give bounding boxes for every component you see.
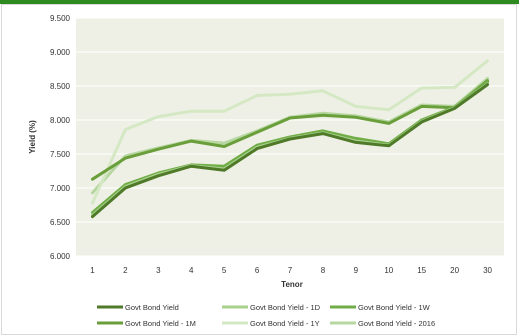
data-point	[124, 128, 127, 131]
data-point	[157, 148, 160, 151]
x-tick-label: 15	[417, 266, 426, 275]
legend-label-4: Govt Bond Yield - 1Y	[250, 319, 320, 328]
x-axis-title: Tenor	[281, 280, 303, 289]
y-tick-label: 7.500	[50, 150, 71, 159]
x-tick-label: 20	[450, 266, 459, 275]
data-point	[420, 86, 423, 90]
legend-label-5: Govt Bond Yield - 2016	[358, 319, 435, 328]
data-point	[486, 59, 489, 63]
data-point	[91, 201, 94, 205]
data-point	[255, 131, 259, 134]
data-point	[420, 105, 423, 108]
x-tick-label: 6	[255, 266, 260, 275]
legend: Govt Bond Yield Govt Bond Yield - 1D Govt …	[97, 303, 435, 328]
legend-label-3: Govt Bond Yield - 1M	[125, 319, 196, 328]
data-point	[222, 109, 226, 113]
x-tick-label: 30	[483, 266, 492, 275]
data-point	[486, 80, 489, 84]
data-point	[190, 165, 193, 168]
data-point	[387, 108, 390, 112]
data-point	[354, 137, 358, 140]
y-tick-label: 8.000	[50, 116, 71, 125]
data-point	[453, 107, 456, 110]
x-tick-label: 1	[90, 266, 95, 275]
data-point	[255, 147, 259, 150]
data-point	[222, 145, 226, 148]
y-tick-label: 8.500	[50, 82, 71, 91]
y-tick-label: 9.000	[50, 48, 71, 57]
data-point	[91, 177, 94, 181]
y-tick-label: 7.000	[50, 184, 71, 193]
data-point	[354, 116, 358, 119]
legend-label-1: Govt Bond Yield - 1D	[250, 303, 321, 312]
x-tick-label: 5	[222, 266, 227, 275]
legend-label-0: Govt Bond Yield	[125, 303, 179, 312]
data-point	[453, 86, 456, 89]
x-tick-label: 3	[156, 266, 161, 275]
x-tick-label: 4	[189, 266, 194, 275]
x-tick-label: 10	[384, 266, 393, 275]
y-tick-label: 6.000	[50, 252, 71, 261]
data-point	[190, 139, 193, 143]
data-point	[91, 191, 94, 194]
legend-label-2: Govt Bond Yield - 1W	[358, 303, 431, 312]
data-point	[354, 105, 358, 108]
x-tick-label: 2	[123, 266, 128, 275]
data-point	[157, 174, 160, 177]
data-point	[321, 89, 325, 92]
data-point	[124, 156, 127, 160]
data-point	[288, 137, 292, 141]
data-point	[288, 116, 292, 120]
data-point	[255, 94, 259, 97]
data-point	[157, 115, 160, 118]
data-point	[91, 215, 94, 218]
data-point	[354, 141, 358, 144]
data-point	[420, 120, 423, 124]
data-point	[222, 169, 226, 172]
data-point	[288, 92, 292, 96]
data-point	[321, 114, 325, 117]
data-point	[486, 83, 489, 86]
data-point	[387, 144, 390, 148]
y-axis-title: Yield (%)	[28, 120, 37, 154]
x-tick-label: 7	[288, 266, 293, 275]
data-point	[222, 141, 226, 145]
y-tick-label: 9.500	[50, 14, 71, 23]
y-tick-label: 6.500	[50, 218, 71, 227]
data-point	[387, 122, 390, 125]
x-tick-label: 8	[321, 266, 326, 275]
header-accent-bar	[0, 0, 519, 4]
x-tick-label: 9	[354, 266, 359, 275]
chart-border	[1, 4, 517, 335]
data-point	[190, 109, 193, 113]
data-point	[486, 77, 489, 80]
data-point	[321, 132, 325, 135]
data-point	[124, 186, 127, 190]
